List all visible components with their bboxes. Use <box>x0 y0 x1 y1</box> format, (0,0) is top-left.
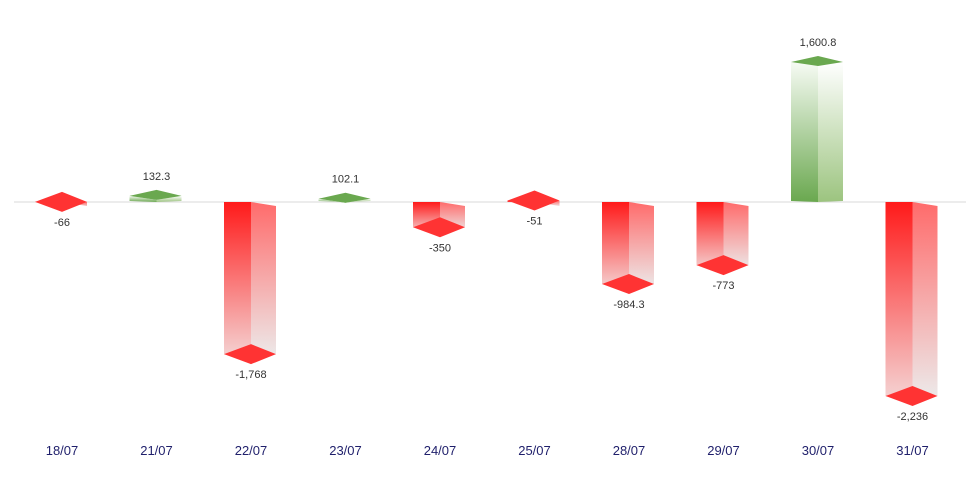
bar-bottom-cap <box>602 274 654 295</box>
bar-bottom-cap <box>413 217 465 238</box>
value-label: -984.3 <box>613 299 644 311</box>
bar-18-07 <box>35 191 87 212</box>
x-tick-label: 18/07 <box>46 443 79 458</box>
bars-group <box>35 56 938 406</box>
x-tick-label: 25/07 <box>518 443 551 458</box>
bar-bottom-cap <box>696 255 749 276</box>
bar-front-face <box>696 202 724 272</box>
value-label: -66 <box>54 217 70 229</box>
bar-bottom-cap <box>507 190 560 211</box>
bar-25-07 <box>507 190 560 211</box>
bar-23-07 <box>318 192 371 203</box>
bar-front-face <box>791 62 818 202</box>
value-label: -1,768 <box>235 369 266 381</box>
x-tick-label: 21/07 <box>140 443 173 458</box>
bar-28-07 <box>602 202 654 295</box>
bar-top-cap <box>791 56 843 66</box>
value-label: -773 <box>712 280 734 292</box>
value-label: 132.3 <box>143 171 171 183</box>
bar-bottom-cap <box>224 344 276 365</box>
bar-side-face <box>723 202 749 272</box>
x-tick-label: 22/07 <box>235 443 268 458</box>
bar-side-face <box>912 202 938 402</box>
x-tick-label: 31/07 <box>896 443 929 458</box>
bar-side-face <box>156 195 182 202</box>
bar-21-07 <box>129 189 182 202</box>
bar-bottom-cap <box>885 386 938 406</box>
value-label: 102.1 <box>332 174 360 186</box>
bar-22-07 <box>224 202 276 365</box>
bar-29-07 <box>696 202 749 276</box>
bar-front-face <box>885 202 913 402</box>
bar-24-07 <box>413 202 465 238</box>
x-tick-label: 30/07 <box>802 443 835 458</box>
x-axis-ticks: 18/07 21/07 22/07 23/07 24/07 25/07 28/07 29/07… <box>46 443 929 458</box>
x-tick-label: 24/07 <box>424 443 457 458</box>
value-labels-group: -66 132.3 -1,768 102.1 -350 -51 -984.3 -773 1,60… <box>54 37 928 423</box>
bar-top-cap <box>318 192 371 203</box>
value-label: -350 <box>429 242 451 254</box>
value-label: 1,600.8 <box>800 37 837 49</box>
bar-side-face <box>251 202 276 361</box>
x-tick-label: 23/07 <box>329 443 362 458</box>
bar-front-face <box>602 202 629 291</box>
x-tick-label: 29/07 <box>707 443 740 458</box>
bar-side-face <box>629 202 654 291</box>
bar-top-cap <box>129 189 182 200</box>
bar-front-face <box>129 195 157 202</box>
value-label: -2,236 <box>897 411 928 423</box>
bar-31-07 <box>885 202 938 406</box>
value-label: -51 <box>527 216 543 228</box>
bar-side-face <box>818 62 843 202</box>
x-tick-label: 28/07 <box>613 443 646 458</box>
bar-30-07 <box>791 56 843 202</box>
bar-front-face <box>224 202 251 361</box>
bar-bottom-cap <box>35 191 87 212</box>
